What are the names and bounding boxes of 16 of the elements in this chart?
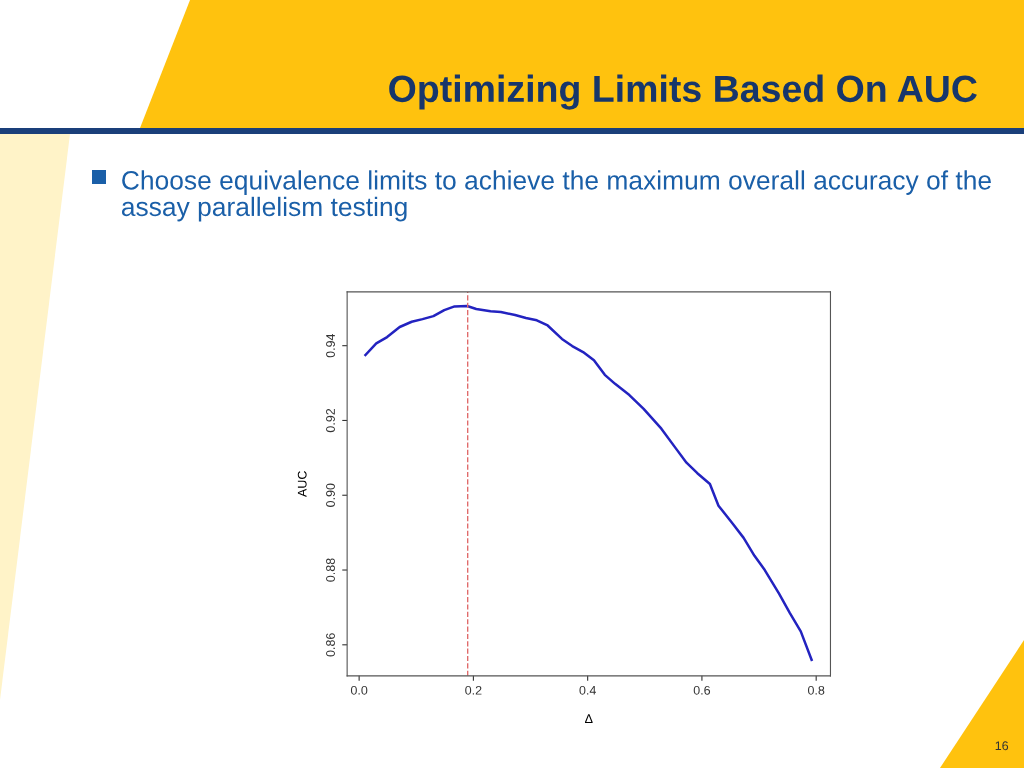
chart-title: Optimizing Limits Based On AUC (389, 74, 977, 110)
x-tick-label: 0.8 (807, 685, 825, 695)
x-axis-title: Δ (585, 714, 593, 723)
y-tick-label: 0.94 (326, 333, 335, 358)
y-tick-label: 0.92 (326, 408, 335, 433)
y-axis-title: AUC (297, 471, 307, 498)
y-tick-label: 0.86 (326, 633, 335, 657)
chart-subtitle: Choose equivalence limits to achieve the maximum overall accuracy of the assay parallelism testing (121, 170, 991, 222)
line-series (364, 304, 813, 662)
x-tick-label: 0.0 (350, 685, 368, 695)
x-tick-label: 0.2 (465, 685, 482, 695)
text: 16 (995, 741, 1009, 751)
y-tick-label: 0.88 (326, 558, 335, 582)
x-tick-label: 0.6 (693, 685, 711, 695)
y-tick-label: 0.90 (326, 483, 335, 507)
x-tick-label: 0.4 (579, 685, 596, 695)
